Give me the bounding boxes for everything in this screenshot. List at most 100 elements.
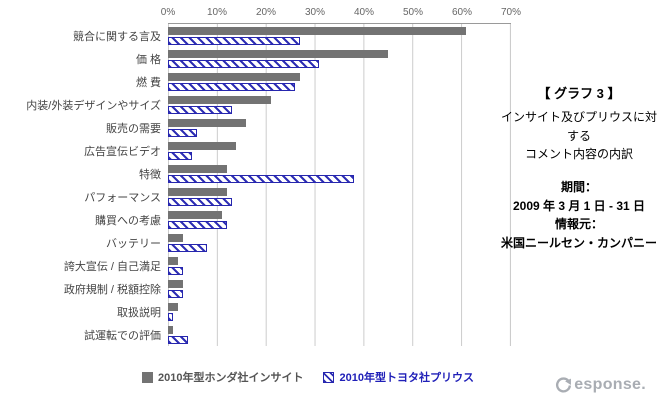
bar-prius	[168, 243, 208, 252]
chart-row: バッテリー	[6, 231, 511, 254]
category-label: 試運転での評価	[84, 329, 161, 342]
x-tick-label: 20%	[255, 7, 277, 18]
bar-group	[168, 24, 511, 47]
bar-insight	[168, 325, 173, 334]
bar-insight	[168, 302, 178, 311]
bar-insight	[168, 49, 388, 58]
chart-row: 誇大宣伝 / 自己満足	[6, 254, 511, 277]
category-label: 燃 費	[135, 76, 161, 89]
x-tick-label: 50%	[402, 7, 424, 18]
response-logo-text: esponse.	[574, 376, 646, 393]
bar-insight	[168, 279, 183, 288]
category-label: 購買への考慮	[95, 214, 161, 227]
category-label: 取扱説明	[117, 306, 161, 319]
legend-item-prius: 2010年型トヨタ社プリウス	[323, 369, 474, 385]
source-value: 米国ニールセン・カンパニー	[500, 235, 657, 250]
bar-group	[168, 139, 511, 162]
chart-row: 政府規制 / 税額控除	[6, 277, 511, 300]
category-label: 政府規制 / 税額控除	[63, 283, 161, 296]
bar-group	[168, 70, 511, 93]
chart-row: 競合に関する言及	[6, 24, 511, 47]
chart-subtitle-1: インサイト及びプリウスに対する	[500, 110, 657, 143]
spacer	[500, 164, 658, 178]
period-value: 2009 年 3 月 1 日 - 31 日	[512, 198, 646, 213]
bar-prius	[168, 197, 232, 206]
category-label: 価 格	[135, 53, 161, 66]
response-logo: esponse.	[555, 376, 646, 394]
legend-label-prius: 2010年型トヨタ社プリウス	[339, 372, 474, 384]
bar-prius	[168, 266, 183, 275]
bar-insight	[168, 72, 300, 81]
bar-prius	[168, 128, 198, 137]
bar-prius	[168, 82, 296, 91]
chart-row: 広告宣伝ビデオ	[6, 139, 511, 162]
bar-prius	[168, 105, 232, 114]
prius-swatch-icon	[323, 371, 335, 383]
bar-group	[168, 300, 511, 323]
period-label: 期間：	[560, 179, 597, 194]
annotation-block: 【 グラフ 3 】 インサイト及びプリウスに対する コメント内容の内訳 期間： …	[500, 84, 658, 252]
legend-item-insight: 2010年型ホンダ社インサイト	[142, 369, 303, 385]
chart-row: 購買への考慮	[6, 208, 511, 231]
bar-insight	[168, 164, 227, 173]
source-label: 情報元：	[554, 217, 603, 232]
x-axis-ticks: 0% 10% 20% 30% 40% 50% 60% 70%	[161, 6, 521, 24]
response-mark-icon	[556, 376, 572, 392]
chart-row: 試運転での評価	[6, 323, 511, 346]
x-tick-label: 0%	[160, 7, 176, 18]
bar-prius	[168, 312, 173, 321]
bar-insight	[168, 210, 222, 219]
legend-label-insight: 2010年型ホンダ社インサイト	[158, 372, 304, 384]
chart-title: 【 グラフ 3 】	[537, 86, 621, 101]
x-tick-label: 40%	[353, 7, 375, 18]
plot-rows: 競合に関する言及価 格燃 費内装/外装デザインやサイズ販売の需要広告宣伝ビデオ特…	[6, 24, 511, 346]
category-label: 競合に関する言及	[73, 30, 161, 43]
bar-prius	[168, 289, 183, 298]
bar-group	[168, 185, 511, 208]
bar-insight	[168, 26, 467, 35]
bar-group	[168, 254, 511, 277]
insight-swatch-icon	[142, 371, 153, 383]
bar-chart: 0% 10% 20% 30% 40% 50% 60% 70% 競合に関する言及価 格燃 費内装…	[6, 6, 521, 346]
bar-prius	[168, 36, 300, 45]
bar-group	[168, 277, 511, 300]
x-tick-label: 70%	[500, 7, 522, 18]
bar-prius	[168, 335, 188, 344]
bar-group	[168, 231, 511, 254]
chart-row: 価 格	[6, 47, 511, 70]
bar-insight	[168, 95, 271, 104]
chart-row: パフォーマンス	[6, 185, 511, 208]
category-label: 誇大宣伝 / 自己満足	[63, 260, 161, 273]
bar-prius	[168, 174, 354, 183]
bar-prius	[168, 220, 227, 229]
category-label: 特徴	[139, 168, 161, 181]
bar-group	[168, 93, 511, 116]
chart-row: 燃 費	[6, 70, 511, 93]
category-label: 販売の需要	[106, 122, 161, 135]
bar-group	[168, 47, 511, 70]
chart-row: 特徴	[6, 162, 511, 185]
chart-row: 内装/外装デザインやサイズ	[6, 93, 511, 116]
bar-insight	[168, 187, 227, 196]
bar-group	[168, 116, 511, 139]
category-label: 広告宣伝ビデオ	[84, 145, 161, 158]
category-label: バッテリー	[106, 237, 161, 250]
category-label: 内装/外装デザインやサイズ	[26, 99, 161, 112]
chart-subtitle-2: コメント内容の内訳	[524, 147, 633, 162]
bar-group	[168, 323, 511, 346]
x-tick-label: 10%	[206, 7, 228, 18]
bar-prius	[168, 151, 193, 160]
chart-row: 販売の需要	[6, 116, 511, 139]
legend: 2010年型ホンダ社インサイト 2010年型トヨタ社プリウス	[142, 369, 474, 385]
bar-insight	[168, 233, 183, 242]
bar-insight	[168, 141, 237, 150]
bar-group	[168, 208, 511, 231]
bar-prius	[168, 59, 320, 68]
bar-insight	[168, 256, 178, 265]
x-tick-label: 30%	[304, 7, 326, 18]
category-label: パフォーマンス	[84, 191, 161, 204]
chart-row: 取扱説明	[6, 300, 511, 323]
bar-insight	[168, 118, 247, 127]
bar-group	[168, 162, 511, 185]
